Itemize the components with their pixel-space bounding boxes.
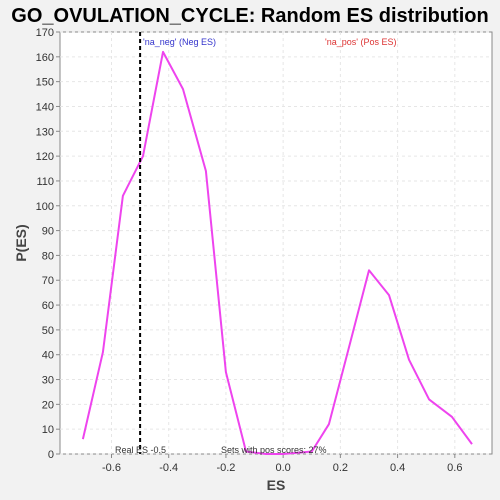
y-tick-label: 140 xyxy=(36,101,54,113)
pos-scores-label: Sets with pos scores: 27% xyxy=(221,445,327,455)
y-tick-label: 120 xyxy=(36,151,54,163)
neg-es-label: 'na_neg' (Neg ES) xyxy=(143,37,216,47)
chart-title: GO_OVULATION_CYCLE: Random ES distributi… xyxy=(11,5,488,27)
y-tick-label: 10 xyxy=(42,424,54,436)
x-tick-label: 0.2 xyxy=(333,462,348,474)
x-tick-label: -0.2 xyxy=(216,462,235,474)
pos-es-label: 'na_pos' (Pos ES) xyxy=(325,37,396,47)
y-tick-label: 90 xyxy=(42,226,54,238)
y-axis-label: P(ES) xyxy=(13,224,29,261)
y-tick-label: 160 xyxy=(36,52,54,64)
y-tick-label: 150 xyxy=(36,77,54,89)
y-tick-label: 100 xyxy=(36,201,54,213)
y-tick-label: 50 xyxy=(42,325,54,337)
x-tick-label: 0.6 xyxy=(447,462,462,474)
y-tick-label: 70 xyxy=(42,275,54,287)
y-tick-label: 60 xyxy=(42,300,54,312)
y-tick-label: 0 xyxy=(48,449,54,461)
y-tick-label: 170 xyxy=(36,27,54,39)
y-tick-label: 30 xyxy=(42,375,54,387)
x-tick-label: 0.4 xyxy=(390,462,405,474)
x-tick-label: -0.6 xyxy=(102,462,121,474)
y-tick-label: 40 xyxy=(42,350,54,362)
y-axis-ticks: 0 10 20 30 40 50 60 70 80 90 100 110 120 130 140 150 160… xyxy=(36,27,60,461)
real-es-label: Real ES -0.5 xyxy=(115,445,166,455)
plot-area xyxy=(59,31,493,455)
y-tick-label: 130 xyxy=(36,126,54,138)
series-line xyxy=(81,50,473,455)
x-tick-label: -0.4 xyxy=(159,462,178,474)
x-axis-ticks: -0.6 -0.4 -0.2 0.0 0.2 0.4 0.6 xyxy=(102,454,462,474)
y-tick-label: 110 xyxy=(36,176,54,188)
y-tick-label: 80 xyxy=(42,250,54,262)
y-tick-label: 20 xyxy=(42,399,54,411)
x-axis-label: ES xyxy=(267,477,286,493)
x-tick-label: 0.0 xyxy=(276,462,291,474)
grid-lines xyxy=(60,31,492,455)
